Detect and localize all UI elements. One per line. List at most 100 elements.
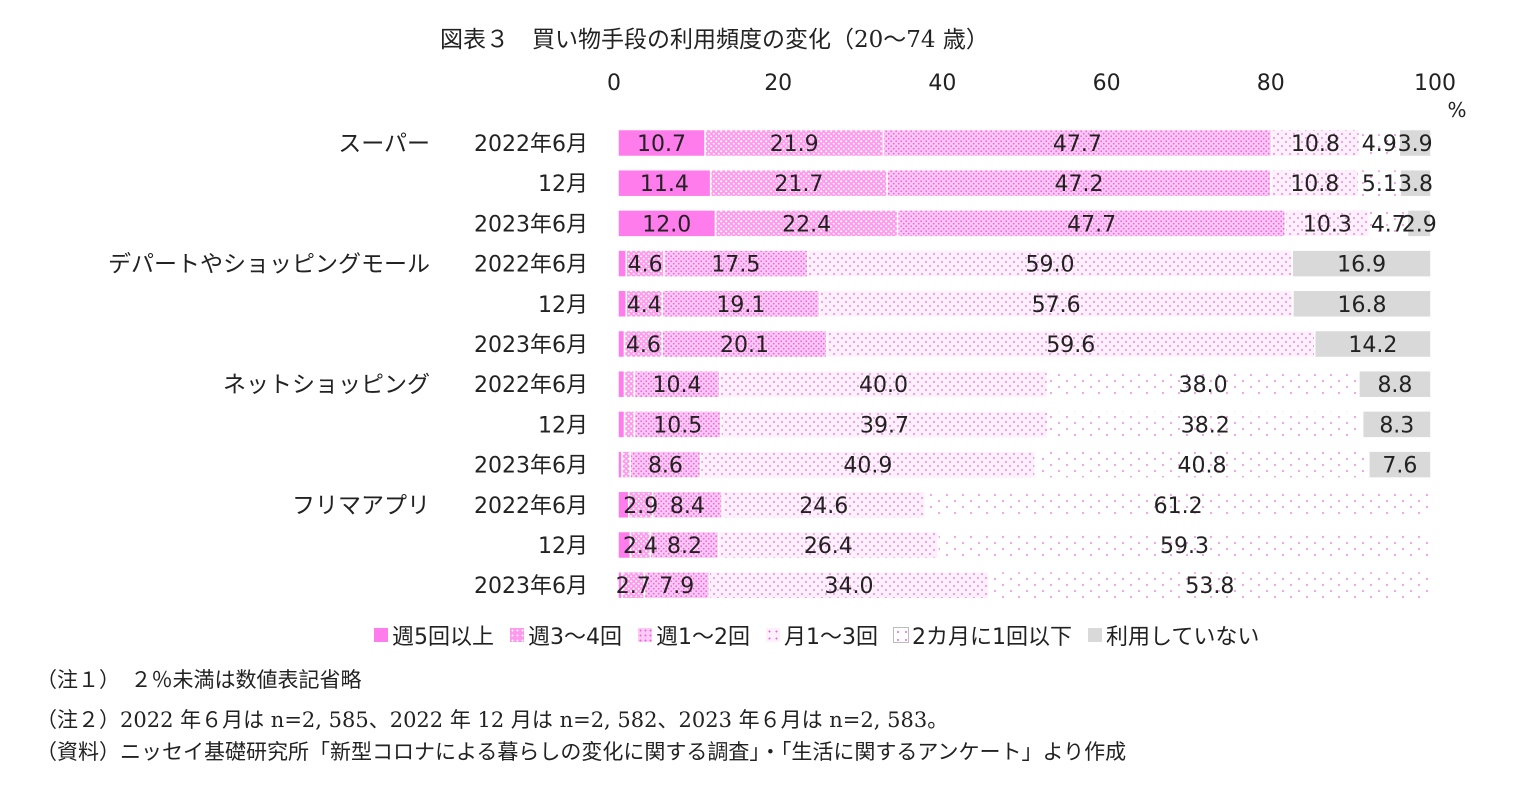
x-tick-label: 80: [1257, 71, 1285, 96]
legend-label: 利用していない: [1106, 625, 1260, 650]
legend-item: 週5回以上: [374, 619, 494, 651]
legend-swatch: [510, 628, 524, 642]
bar-segment: [617, 209, 717, 238]
bar-segment: [1284, 209, 1370, 238]
legend-label: 週1～2回: [656, 625, 750, 650]
legend-label: 週5回以上: [392, 625, 494, 650]
legend-label: 2カ月に1回以下: [912, 625, 1072, 650]
bar-segment: [699, 450, 1036, 479]
data-label: 20.1: [720, 333, 769, 358]
bar-segment: [623, 410, 636, 439]
bar-segment: [661, 329, 828, 359]
legend-swatch: [893, 627, 909, 643]
data-label: 47.7: [1053, 132, 1102, 157]
bar-segment: [1313, 329, 1432, 359]
legend-item: 月1～3回: [766, 619, 878, 651]
data-label: 7.6: [1382, 454, 1417, 479]
period-label: 12月: [538, 534, 588, 559]
data-label: 47.7: [1067, 212, 1116, 237]
group-label: スーパー: [338, 131, 430, 157]
data-label: 8.2: [667, 534, 702, 559]
data-label: 10.4: [653, 373, 702, 398]
period-label: 2023年6月: [474, 574, 588, 599]
data-label: 59.3: [1160, 534, 1209, 559]
data-label: 38.2: [1181, 413, 1230, 438]
data-label: 21.9: [770, 132, 819, 157]
data-label: 4.4: [627, 293, 662, 318]
stacked-bar-chart: 0 20 40 60 80 100% スーパー 2022年6月 10.7 21.9 47.7 10.…: [108, 71, 1467, 600]
bar-segment: [1270, 168, 1360, 198]
data-label: 39.7: [860, 413, 909, 438]
bar-segment: [1358, 128, 1401, 158]
bar-segment: [649, 530, 720, 560]
data-label: 22.4: [782, 212, 831, 237]
bar-segment: [1292, 289, 1432, 319]
legend-label: 週3～4回: [528, 625, 622, 650]
data-label: 4.9: [1362, 132, 1397, 157]
note-3: （資料）ニッセイ基礎研究所「新型コロナによる暮らしの変化に関する調査」・「生活に…: [36, 740, 1127, 764]
data-label: 7.9: [659, 574, 694, 599]
x-tick-label: 100: [1414, 71, 1456, 96]
bar-segment: [704, 128, 885, 158]
x-tick-label: 40: [928, 71, 956, 96]
data-label: 53.8: [1185, 574, 1234, 599]
data-label: 21.7: [774, 172, 823, 197]
bar-segment: [896, 209, 1287, 238]
unit-label: %: [1447, 98, 1466, 122]
bar-segment: [1399, 168, 1432, 198]
legend-item: 2カ月に1回以下: [893, 619, 1072, 651]
legend-label: 月1～3回: [784, 625, 878, 650]
data-label: 38.0: [1179, 373, 1228, 398]
period-label: 2022年6月: [474, 494, 588, 519]
x-tick-label: 20: [764, 71, 792, 96]
bar-segment: [886, 168, 1272, 198]
bar-segment: [826, 329, 1316, 359]
legend-swatch: [638, 628, 652, 642]
bar-segment: [623, 329, 663, 359]
data-label: 11.4: [640, 172, 689, 197]
data-label: 34.0: [825, 574, 874, 599]
bar-segment: [643, 570, 710, 600]
data-label: 8.3: [1379, 413, 1414, 438]
legend-swatch: [1088, 628, 1102, 642]
period-label: 12月: [538, 413, 588, 438]
data-label: 61.2: [1154, 494, 1203, 519]
bar-segment: [629, 450, 702, 479]
data-label: 16.9: [1337, 253, 1386, 278]
data-label: 19.1: [716, 293, 765, 318]
bar-segment: [924, 490, 1432, 520]
bar-segment: [1406, 209, 1432, 238]
data-label: 10.5: [653, 413, 702, 438]
data-label: 4.7: [1371, 212, 1406, 237]
group-label: デパートやショッピングモール: [108, 252, 430, 278]
legend-swatch: [374, 628, 388, 642]
chart-legend: 週5回以上 週3～4回 週1～2回 月1～3回 2カ月に1回以下 利用していない: [374, 618, 1275, 652]
legend-item: 利用していない: [1088, 619, 1259, 651]
bar-segment: [651, 490, 723, 520]
data-label: 57.6: [1032, 293, 1081, 318]
bar-segment: [937, 530, 1432, 560]
chart-title: 図表３ 買い物手段の利用頻度の変化（20～74 歳）: [440, 27, 989, 53]
note-2: （注２）2022 年６月は n=2, 585、2022 年 12 月は n=2,…: [36, 708, 949, 732]
bar-segment: [721, 490, 927, 520]
bar-segment: [625, 249, 665, 278]
bar-segment: [617, 289, 627, 319]
legend-swatch: [766, 628, 780, 642]
data-label: 4.6: [626, 333, 661, 358]
data-label: 10.8: [1291, 132, 1340, 157]
bar-segment: [617, 249, 627, 278]
data-label: 2.9: [1402, 212, 1437, 237]
bar-segment: [1398, 128, 1432, 158]
bar-segment: [709, 168, 888, 198]
period-label: 2023年6月: [474, 333, 588, 358]
data-label: 3.9: [1398, 132, 1433, 157]
data-label: 16.8: [1337, 293, 1386, 318]
data-label: 24.6: [799, 494, 848, 519]
data-label: 40.9: [843, 454, 892, 479]
bar-segment: [623, 369, 636, 399]
bar-segment: [1368, 450, 1432, 479]
bar-segment: [1291, 249, 1432, 278]
bar-segment: [617, 329, 626, 359]
period-label: 2023年6月: [474, 212, 588, 237]
bar-segment: [1368, 209, 1409, 238]
